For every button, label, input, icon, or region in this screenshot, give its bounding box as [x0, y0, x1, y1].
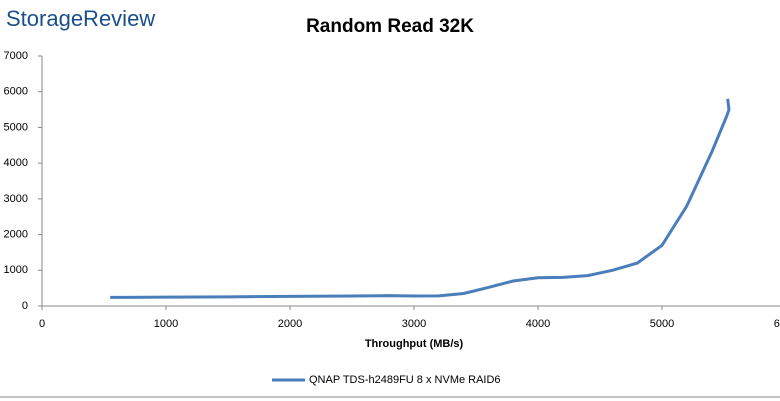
chart-title: Random Read 32K	[306, 16, 474, 37]
logo: StorageReview	[6, 6, 155, 31]
x-tick-label: 0	[39, 318, 45, 330]
x-tick-label: 5000	[650, 318, 674, 330]
x-tick-label: 4000	[526, 318, 550, 330]
y-tick-label: 7000	[4, 50, 28, 62]
y-tick-label: 5000	[4, 121, 28, 133]
x-tick-label: 6000	[774, 318, 780, 330]
y-tick-label: 1000	[4, 264, 28, 276]
x-axis-label: Throughput (MB/s)	[365, 338, 464, 350]
y-tick-label: 2000	[4, 228, 28, 240]
x-tick-label: 1000	[154, 318, 178, 330]
x-tick-label: 2000	[278, 318, 302, 330]
legend-label: QNAP TDS-h2489FU 8 x NVMe RAID6	[309, 374, 501, 386]
y-tick-label: 3000	[4, 193, 28, 205]
y-tick-label: 4000	[4, 157, 28, 169]
y-tick-label: 0	[22, 300, 28, 312]
x-tick-label: 3000	[402, 318, 426, 330]
data-line	[110, 98, 731, 299]
y-tick-label: 6000	[4, 86, 28, 98]
